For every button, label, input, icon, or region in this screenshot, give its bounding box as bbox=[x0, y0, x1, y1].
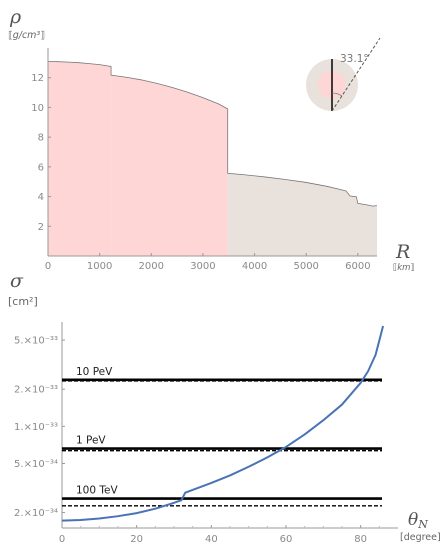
sigma-tick-label: 5.×10⁻³³ bbox=[14, 336, 58, 347]
sigma-tick-label: 2.×10⁻³⁴ bbox=[14, 508, 58, 519]
radius-tick-label: 4000 bbox=[242, 261, 267, 272]
inset-angle-label: 33.1° bbox=[340, 53, 369, 65]
reference-line-label: 1 PeV bbox=[76, 435, 106, 447]
density-axis-label: ρ bbox=[9, 6, 22, 28]
density-tick-label: 12 bbox=[31, 73, 44, 84]
density-tick-label: 4 bbox=[38, 192, 44, 203]
theta-tick-label: 20 bbox=[130, 534, 143, 545]
theta-axis-label: θN bbox=[408, 510, 428, 531]
sigma-plot-area: 0 20 40 60 80 2.×10⁻³⁴ 5.×10⁻³⁴ 1.×10⁻³³ 2.×10⁻³… bbox=[14, 322, 398, 545]
density-tick-label: 8 bbox=[38, 133, 44, 144]
density-tick-label: 6 bbox=[38, 162, 44, 173]
sigma-unit-text: cm² bbox=[12, 295, 33, 308]
density-plot-area: 0 1000 2000 3000 4000 5000 6000 2 4 6 8 10 12 bbox=[31, 48, 377, 272]
theta-tick-label: 0 bbox=[59, 534, 65, 545]
earth-inset: 33.1° bbox=[306, 37, 381, 112]
density-tick-label: 10 bbox=[31, 103, 44, 114]
inset-angle-arc bbox=[331, 92, 343, 97]
core-fill-0 bbox=[48, 61, 112, 256]
density-axis-unit: ⟦g/cm³⟧ bbox=[8, 30, 45, 41]
theta-tick-label: 60 bbox=[280, 534, 293, 545]
radius-tick-label: 3000 bbox=[190, 261, 215, 272]
sigma-axis-unit: [cm²] bbox=[8, 295, 38, 308]
density-tick-label: 2 bbox=[38, 222, 44, 233]
density-chart: ρ ⟦g/cm³⟧ 0 1000 2000 3000 4000 5000 6000 2 4 6 8 1… bbox=[8, 6, 415, 273]
sigma-axis-label: σ bbox=[10, 270, 24, 292]
radius-unit-text: km bbox=[397, 263, 410, 273]
radius-tick-label: 2000 bbox=[139, 261, 164, 272]
theta-axis-unit: [degree] bbox=[400, 532, 441, 543]
radius-tick-label: 5000 bbox=[293, 261, 318, 272]
sigma-tick-label: 1.×10⁻³³ bbox=[14, 422, 58, 433]
density-unit-text: g/cm³ bbox=[13, 30, 41, 41]
radius-tick-label: 1000 bbox=[87, 261, 112, 272]
radius-axis-unit: ⟦km⟧ bbox=[393, 263, 415, 273]
inset-dashed-ray bbox=[331, 37, 381, 112]
cross-section-chart: σ [cm²] 0 20 40 60 80 2.×10⁻³⁴ 5.×10⁻³⁴ 1.×10⁻³… bbox=[8, 270, 441, 545]
core-fill-1 bbox=[111, 75, 228, 256]
theta-tick-label: 80 bbox=[354, 534, 367, 545]
reference-line-label: 100 TeV bbox=[76, 485, 118, 497]
radius-tick-label: 6000 bbox=[345, 261, 370, 272]
sigma-tick-label: 5.×10⁻³⁴ bbox=[14, 459, 58, 470]
mantle-fill bbox=[227, 173, 377, 256]
density-line bbox=[47, 61, 377, 207]
theta-tick-label: 40 bbox=[205, 534, 218, 545]
cross-section-curve bbox=[61, 325, 385, 522]
radius-tick-label: 0 bbox=[45, 261, 51, 272]
reference-line-label: 10 PeV bbox=[76, 366, 113, 378]
sigma-tick-label: 2.×10⁻³³ bbox=[14, 385, 58, 396]
radius-axis-label: R bbox=[395, 241, 410, 263]
